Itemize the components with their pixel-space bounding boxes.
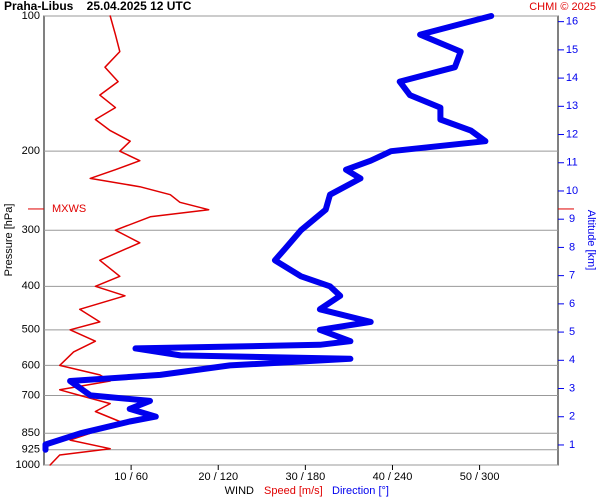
x-axis-label-speed: Speed [m/s]: [264, 485, 323, 497]
y2-tick-label: 6: [569, 298, 575, 310]
y-tick-label: 850: [22, 427, 40, 439]
x-axis-label: WIND: [225, 485, 254, 497]
y2-tick-label: 4: [569, 354, 575, 366]
x-axis-label-direction: Direction [°]: [332, 485, 389, 497]
y2-tick-label: 7: [569, 270, 575, 282]
y-tick-label: 600: [22, 359, 40, 371]
y2-tick-label: 16: [566, 16, 578, 28]
y2-tick-label: 2: [569, 411, 575, 423]
y-tick-label: 500: [22, 324, 40, 336]
y2-tick-label: 15: [566, 44, 578, 56]
y2-axis-label: Altitude [km]: [585, 210, 597, 271]
chart-title: Praha-Libus 25.04.2025 12 UTC: [4, 0, 192, 13]
y2-tick-label: 1: [569, 439, 575, 451]
y2-tick-label: 12: [566, 128, 578, 140]
y-tick-label: 100: [22, 10, 40, 22]
mxws-label: MXWS: [52, 203, 86, 215]
y2-tick-label: 3: [569, 382, 575, 394]
y2-tick-label: 14: [566, 72, 578, 84]
x-tick-label: 40 / 240: [373, 471, 413, 483]
y-tick-label: 1000: [16, 459, 40, 471]
x-tick-label: 30 / 180: [285, 471, 325, 483]
y2-tick-label: 5: [569, 326, 575, 338]
y-tick-label: 925: [22, 444, 40, 456]
direction-line: [46, 16, 556, 455]
y2-tick-label: 13: [566, 100, 578, 112]
y-tick-label: 400: [22, 280, 40, 292]
speed-line: [49, 15, 210, 466]
x-tick-label: 20 / 120: [198, 471, 238, 483]
copyright: CHMI © 2025: [529, 1, 596, 13]
y-tick-label: 300: [22, 224, 40, 236]
y-tick-label: 700: [22, 389, 40, 401]
x-tick-label: 10 / 60: [114, 471, 148, 483]
y2-tick-label: 11: [566, 157, 577, 169]
y2-tick-label: 9: [569, 213, 575, 225]
y2-tick-label: 8: [569, 241, 575, 253]
x-tick-label: 50 / 300: [460, 471, 500, 483]
y-tick-label: 200: [22, 145, 40, 157]
y-axis-label: Pressure [hPa]: [3, 204, 15, 277]
y2-tick-label: 10: [566, 185, 578, 197]
